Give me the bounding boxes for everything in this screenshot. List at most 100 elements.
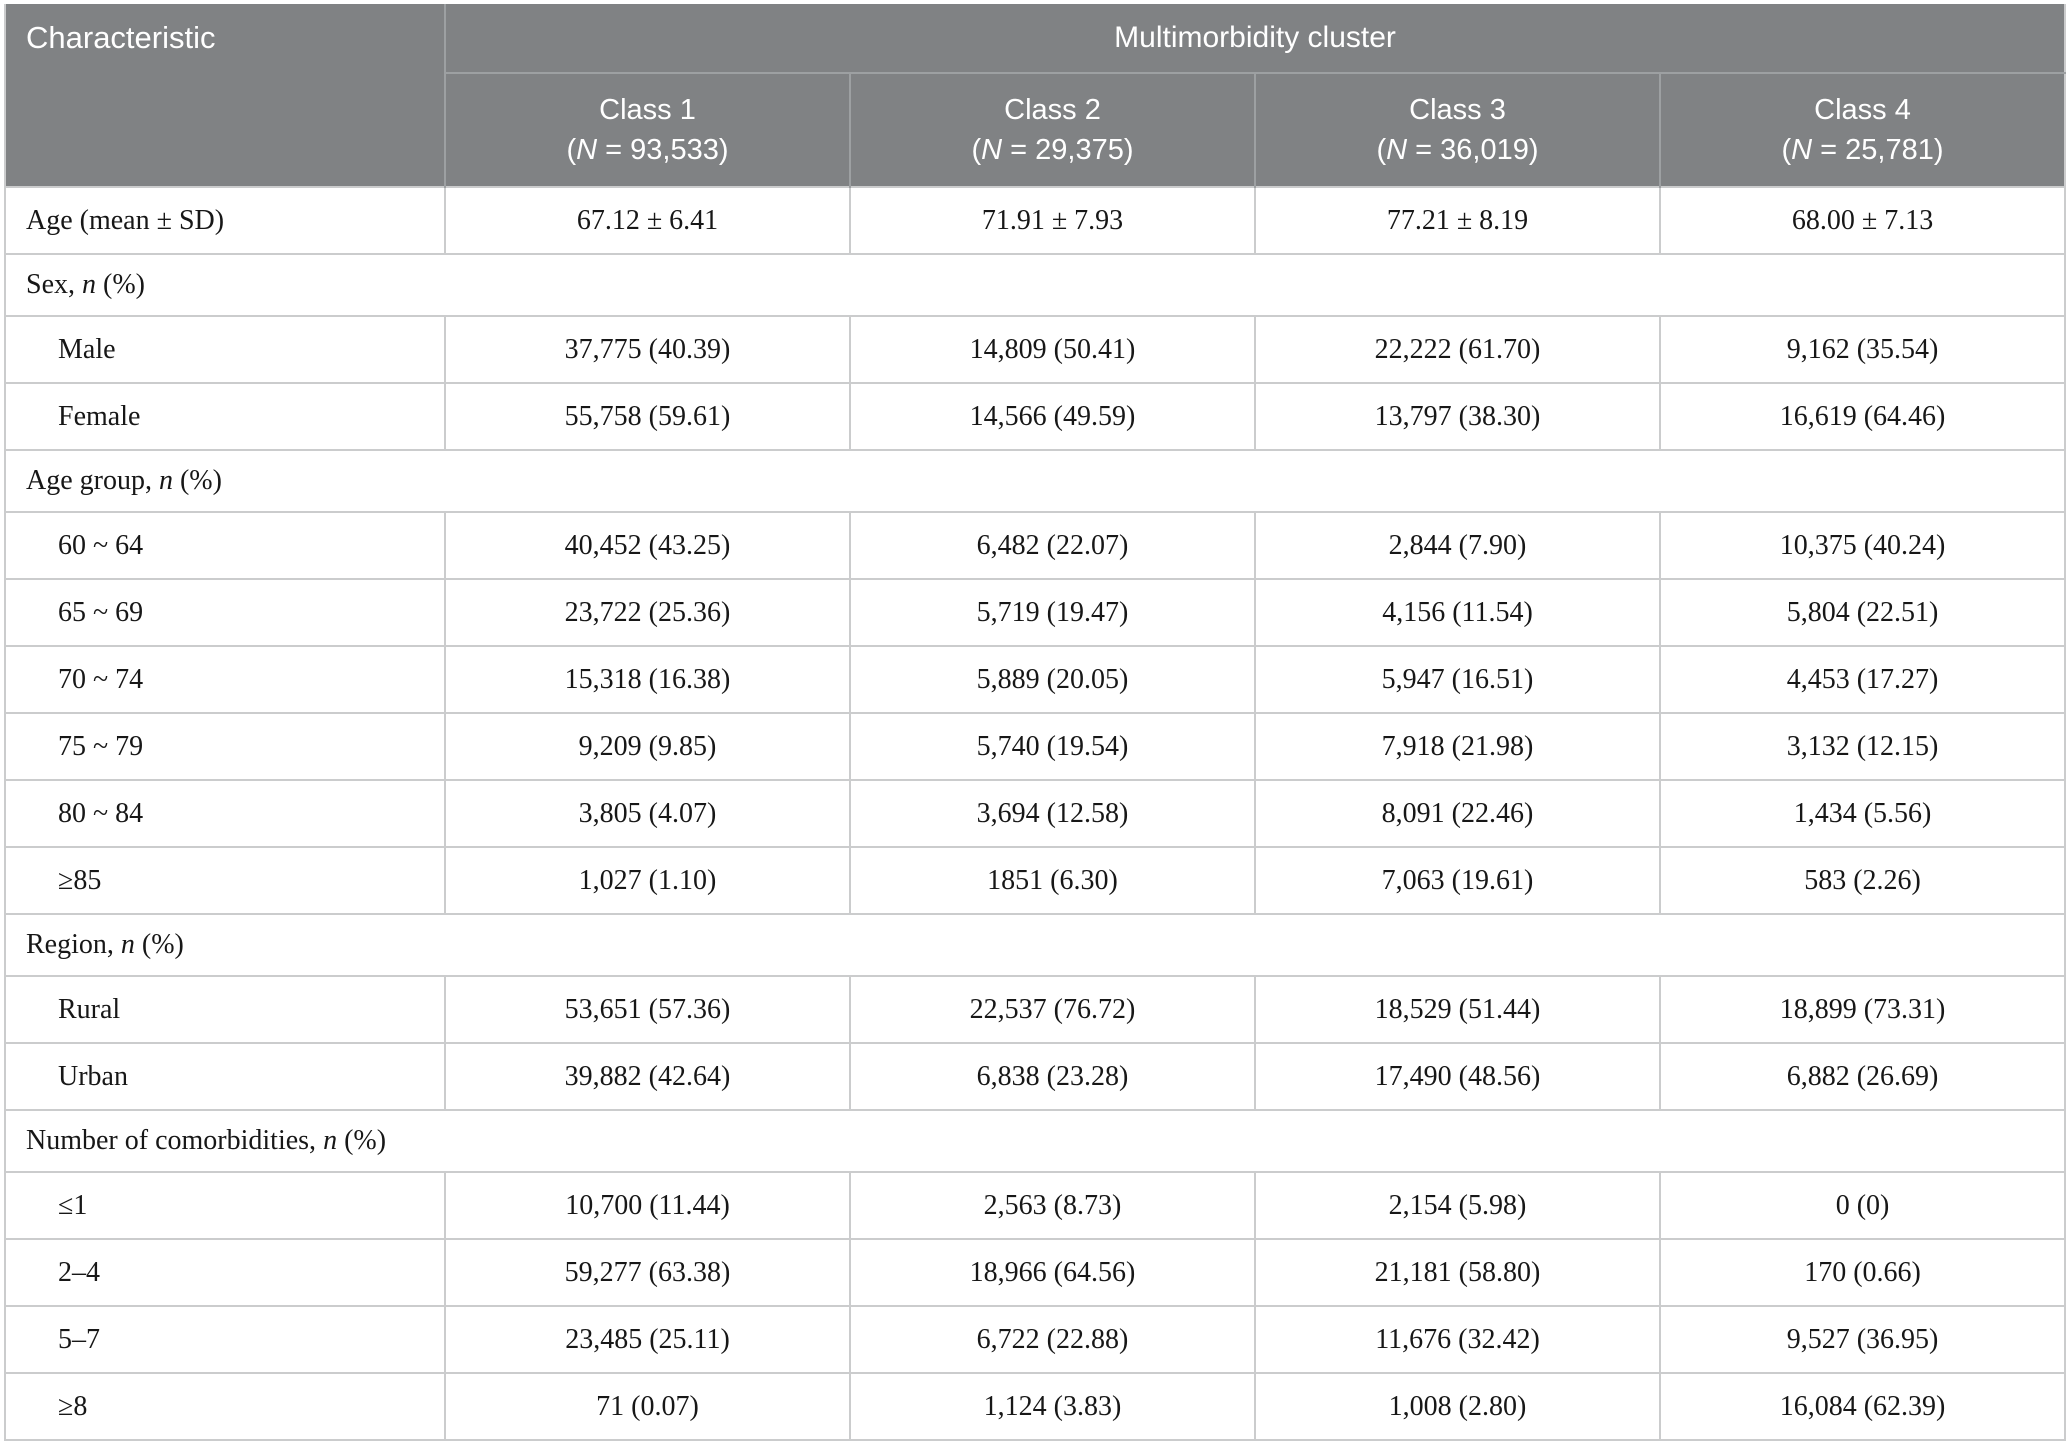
table-row: 60 ~ 64 40,452 (43.25) 6,482 (22.07) 2,844 … — [5, 511, 2066, 579]
cell-value: 3,132 (12.15) — [1658, 712, 2066, 780]
row-label: 75 ~ 79 — [5, 712, 445, 780]
cell-value: 68.00 ± 7.13 — [1658, 186, 2066, 254]
table-row: Male 37,775 (40.39) 14,809 (50.41) 22,222 (… — [5, 315, 2066, 383]
cell-value: 71.91 ± 7.93 — [849, 186, 1255, 254]
cell-value: 4,156 (11.54) — [1254, 578, 1660, 646]
class-label: Class 2 — [1004, 94, 1101, 126]
class-label: Class 1 — [599, 94, 696, 126]
row-label: 60 ~ 64 — [5, 511, 445, 579]
section-label: Region, n (%) — [5, 913, 2066, 976]
cell-value: 67.12 ± 6.41 — [444, 186, 850, 254]
cell-value: 5,889 (20.05) — [849, 645, 1255, 713]
cell-value: 39,882 (42.64) — [444, 1042, 850, 1110]
cell-value: 1851 (6.30) — [849, 846, 1255, 914]
cell-value: 59,277 (63.38) — [444, 1238, 850, 1306]
table-row: Urban 39,882 (42.64) 6,838 (23.28) 17,490 (… — [5, 1042, 2066, 1110]
table-row: Female 55,758 (59.61) 14,566 (49.59) 13,797… — [5, 382, 2066, 450]
cell-value: 9,209 (9.85) — [444, 712, 850, 780]
cell-value: 3,694 (12.58) — [849, 779, 1255, 847]
row-label: ≥8 — [5, 1372, 445, 1440]
row-label: ≥85 — [5, 846, 445, 914]
cell-value: 0 (0) — [1658, 1171, 2066, 1239]
row-label: 65 ~ 69 — [5, 578, 445, 646]
row-label: Age (mean ± SD) — [5, 186, 445, 254]
table-row: 5–7 23,485 (25.11) 6,722 (22.88) 11,676 (32… — [5, 1305, 2066, 1373]
cell-value: 23,485 (25.11) — [444, 1305, 850, 1373]
table-header: Characteristic Multimorbidity cluster Cl… — [5, 4, 2066, 187]
cell-value: 583 (2.26) — [1658, 846, 2066, 914]
cell-value: 18,529 (51.44) — [1254, 975, 1660, 1043]
cell-value: 11,676 (32.42) — [1254, 1305, 1660, 1373]
class-n-count: (N = 93,533) — [566, 134, 729, 166]
cell-value: 22,222 (61.70) — [1254, 315, 1660, 383]
section-row: Number of comorbidities, n (%) — [5, 1109, 2066, 1172]
cell-value: 21,181 (58.80) — [1254, 1238, 1660, 1306]
table-row: 75 ~ 79 9,209 (9.85) 5,740 (19.54) 7,918 (2… — [5, 712, 2066, 780]
class-n-count: (N = 29,375) — [971, 134, 1134, 166]
cell-value: 53,651 (57.36) — [444, 975, 850, 1043]
section-label: Age group, n (%) — [5, 449, 2066, 512]
table-row: 70 ~ 74 15,318 (16.38) 5,889 (20.05) 5,947 … — [5, 645, 2066, 713]
cell-value: 2,563 (8.73) — [849, 1171, 1255, 1239]
row-label: Female — [5, 382, 445, 450]
cell-value: 1,434 (5.56) — [1658, 779, 2066, 847]
cell-value: 5,719 (19.47) — [849, 578, 1255, 646]
cell-value: 55,758 (59.61) — [444, 382, 850, 450]
section-label: Sex, n (%) — [5, 253, 2066, 316]
section-row: Region, n (%) — [5, 913, 2066, 976]
cell-value: 10,700 (11.44) — [444, 1171, 850, 1239]
cell-value: 16,084 (62.39) — [1658, 1372, 2066, 1440]
table-row: 80 ~ 84 3,805 (4.07) 3,694 (12.58) 8,091 (2… — [5, 779, 2066, 847]
cell-value: 9,527 (36.95) — [1658, 1305, 2066, 1373]
header-group-title: Multimorbidity cluster — [443, 4, 2066, 74]
table-row: 2–4 59,277 (63.38) 18,966 (64.56) 21,181 (5… — [5, 1238, 2066, 1306]
cell-value: 14,809 (50.41) — [849, 315, 1255, 383]
cell-value: 7,063 (19.61) — [1254, 846, 1660, 914]
class-n-count: (N = 25,781) — [1781, 134, 1944, 166]
section-label: Number of comorbidities, n (%) — [5, 1109, 2066, 1172]
cell-value: 14,566 (49.59) — [849, 382, 1255, 450]
section-row: Age group, n (%) — [5, 449, 2066, 512]
cell-value: 1,027 (1.10) — [444, 846, 850, 914]
cell-value: 17,490 (48.56) — [1254, 1042, 1660, 1110]
header-class-4: Class 4 (N = 25,781) — [1658, 73, 2066, 187]
row-label: 70 ~ 74 — [5, 645, 445, 713]
cell-value: 23,722 (25.36) — [444, 578, 850, 646]
row-label: 80 ~ 84 — [5, 779, 445, 847]
table-row: Age (mean ± SD) 67.12 ± 6.41 71.91 ± 7.93 7… — [5, 186, 2066, 254]
cell-value: 5,804 (22.51) — [1658, 578, 2066, 646]
cell-value: 22,537 (76.72) — [849, 975, 1255, 1043]
cell-value: 2,154 (5.98) — [1254, 1171, 1660, 1239]
cell-value: 7,918 (21.98) — [1254, 712, 1660, 780]
class-n-count: (N = 36,019) — [1376, 134, 1539, 166]
cell-value: 18,899 (73.31) — [1658, 975, 2066, 1043]
table-body: Age (mean ± SD) 67.12 ± 6.41 71.91 ± 7.93 7… — [5, 186, 2066, 1440]
row-label: ≤1 — [5, 1171, 445, 1239]
cell-value: 2,844 (7.90) — [1254, 511, 1660, 579]
cell-value: 10,375 (40.24) — [1658, 511, 2066, 579]
header-row-classes: Class 1 (N = 93,533) Class 2 (N = 29,375) Cl… — [5, 73, 2066, 187]
cell-value: 16,619 (64.46) — [1658, 382, 2066, 450]
cell-value: 1,008 (2.80) — [1254, 1372, 1660, 1440]
cell-value: 37,775 (40.39) — [444, 315, 850, 383]
cell-value: 6,482 (22.07) — [849, 511, 1255, 579]
row-label: Rural — [5, 975, 445, 1043]
cell-value: 8,091 (22.46) — [1254, 779, 1660, 847]
characteristics-table: Characteristic Multimorbidity cluster Cl… — [4, 4, 2067, 1441]
cell-value: 170 (0.66) — [1658, 1238, 2066, 1306]
table-row: ≥8 71 (0.07) 1,124 (3.83) 1,008 (2.80) 16,08… — [5, 1372, 2066, 1440]
cell-value: 18,966 (64.56) — [849, 1238, 1255, 1306]
table-row: ≤1 10,700 (11.44) 2,563 (8.73) 2,154 (5.98)… — [5, 1171, 2066, 1239]
table-row: 65 ~ 69 23,722 (25.36) 5,719 (19.47) 4,156 … — [5, 578, 2066, 646]
cell-value: 1,124 (3.83) — [849, 1372, 1255, 1440]
cell-value: 71 (0.07) — [444, 1372, 850, 1440]
class-label: Class 4 — [1814, 94, 1911, 126]
cell-value: 6,722 (22.88) — [849, 1305, 1255, 1373]
row-label: 5–7 — [5, 1305, 445, 1373]
cell-value: 6,838 (23.28) — [849, 1042, 1255, 1110]
cell-value: 5,947 (16.51) — [1254, 645, 1660, 713]
cell-value: 6,882 (26.69) — [1658, 1042, 2066, 1110]
table-row: Rural 53,651 (57.36) 22,537 (76.72) 18,529 … — [5, 975, 2066, 1043]
cell-value: 40,452 (43.25) — [444, 511, 850, 579]
